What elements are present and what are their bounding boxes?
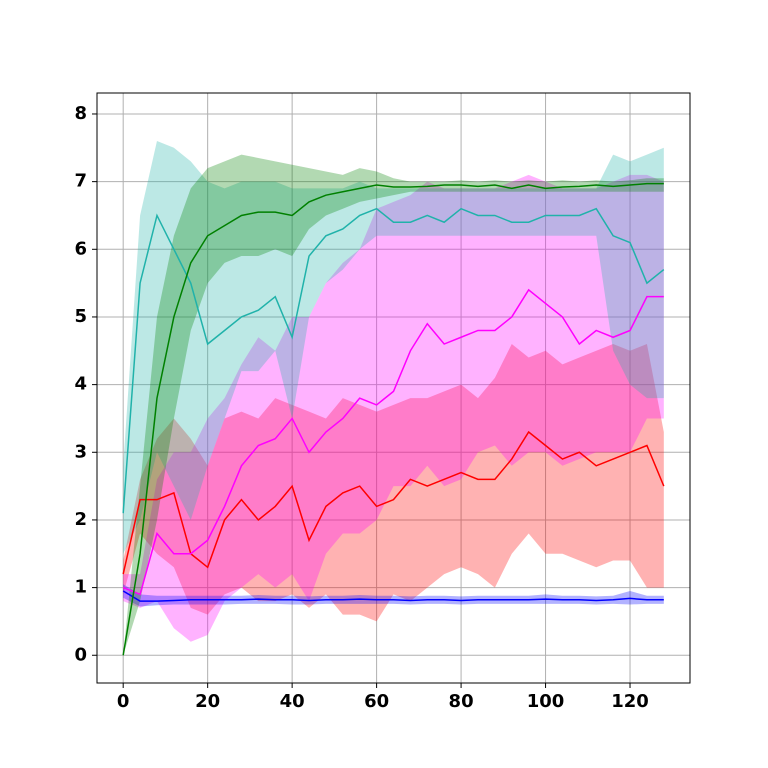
x-tick-label: 80 [449,691,474,712]
x-tick-label: 40 [280,691,305,712]
x-tick-label: 20 [195,691,220,712]
line [122,288,664,596]
y-tick-label: 4 [74,374,87,395]
line [122,207,665,514]
x-tick-label: 100 [527,691,565,712]
line [122,590,664,602]
band [123,344,664,622]
x-tick-label: 120 [611,691,649,712]
y-tick-label: 3 [74,441,87,462]
y-tick-label: 5 [74,306,87,327]
band [123,174,664,642]
plot-frame [96,92,691,684]
y-tick-label: 1 [74,577,87,598]
line [122,182,664,656]
y-tick-label: 7 [74,171,87,192]
line [122,430,665,575]
y-tick-label: 8 [74,103,87,124]
x-tick-label: 0 [117,691,130,712]
y-tick-label: 2 [74,509,87,530]
x-tick-label: 60 [364,691,389,712]
y-tick-label: 6 [74,238,87,259]
band [123,141,664,554]
y-tick-label: 0 [74,644,87,665]
band [123,584,664,607]
